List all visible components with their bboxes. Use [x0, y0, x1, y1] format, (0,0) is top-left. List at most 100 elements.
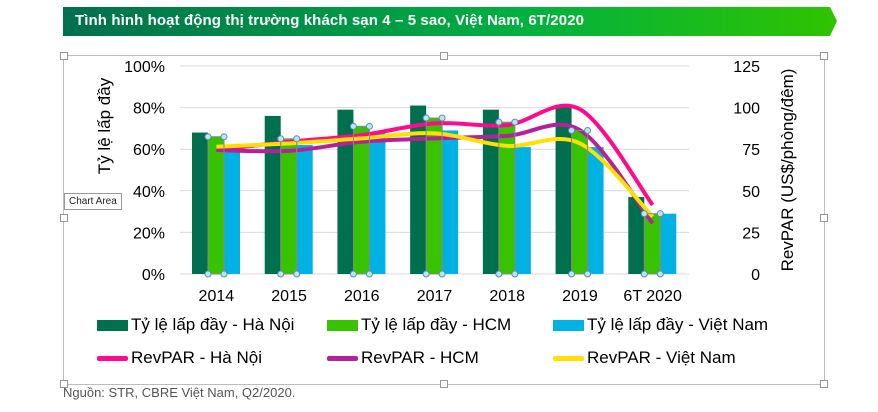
- page-title: Tình hình hoạt động thị trường khách sạn…: [75, 12, 585, 29]
- selection-handle: [204, 133, 212, 141]
- bar: [280, 138, 297, 274]
- legend-label: RevPAR - HCM: [361, 348, 479, 367]
- selection-outline: [425, 117, 443, 275]
- resize-handle[interactable]: [60, 52, 68, 60]
- selection-handle: [656, 210, 664, 218]
- bar: [337, 109, 354, 275]
- selection-outline: [207, 136, 225, 275]
- resize-handle[interactable]: [820, 214, 828, 222]
- selection-handle: [293, 270, 301, 278]
- y-tick-label: 60%: [133, 142, 165, 159]
- resize-handle[interactable]: [60, 380, 68, 388]
- legend-swatch: [327, 319, 358, 331]
- legend-item[interactable]: Tỷ lệ lấp đầy - HCM: [327, 315, 511, 335]
- header-banner: [63, 7, 837, 36]
- selection-outline: [571, 129, 589, 275]
- y2-tick-label: 50: [742, 184, 760, 201]
- selection-handle: [220, 133, 228, 141]
- bar: [442, 130, 459, 274]
- legend-swatch: [327, 355, 358, 361]
- chart-area-tooltip: Chart Area: [64, 193, 122, 210]
- resize-handle[interactable]: [440, 380, 448, 388]
- selection-handle: [495, 118, 503, 126]
- legend-label: RevPAR - Hà Nội: [131, 348, 262, 367]
- bar: [353, 126, 370, 274]
- revpar-line: [216, 122, 655, 225]
- selection-handle: [511, 118, 519, 126]
- selection-handle: [584, 270, 592, 278]
- selection-handle: [349, 270, 357, 278]
- legend-label: RevPAR - Việt Nam: [587, 348, 736, 367]
- legend-item[interactable]: RevPAR - Việt Nam: [553, 348, 736, 368]
- legend-item[interactable]: Tỷ lệ lấp đầy - Hà Nội: [97, 315, 294, 335]
- legend-swatch: [553, 355, 584, 361]
- legend-label: Tỷ lệ lấp đầy - Việt Nam: [587, 315, 769, 334]
- selection-handle: [422, 114, 430, 122]
- y2-tick-label: 75: [742, 142, 760, 159]
- selection-handle: [438, 114, 446, 122]
- selection-handle: [438, 270, 446, 278]
- selection-handle: [568, 270, 576, 278]
- selection-handle: [422, 270, 430, 278]
- x-tick-label: 2016: [344, 288, 380, 305]
- x-tick-label: 2014: [199, 288, 235, 305]
- selection-handle: [365, 122, 373, 130]
- bar: [426, 118, 443, 274]
- revpar-line: [216, 131, 655, 219]
- bar: [296, 145, 313, 274]
- resize-handle[interactable]: [440, 52, 448, 60]
- legend-item[interactable]: Tỷ lệ lấp đầy - Việt Nam: [553, 315, 768, 335]
- selection-outline: [498, 121, 516, 275]
- y2-axis-title: RevPAR (US$/phòng/đêm): [778, 69, 797, 272]
- chart-area-frame[interactable]: [60, 52, 828, 388]
- bar: [644, 213, 661, 274]
- selection-handle: [640, 210, 648, 218]
- bar: [498, 122, 515, 274]
- bar: [369, 132, 386, 274]
- x-tick-label: 6T 2020: [623, 288, 682, 305]
- selection-handle: [511, 270, 519, 278]
- legend-swatch: [97, 355, 128, 361]
- bar: [660, 213, 677, 274]
- selection-outline: [643, 213, 661, 275]
- y-axis-title: Tỷ lệ lấp đầy: [95, 77, 114, 174]
- bar: [555, 105, 572, 275]
- legend-swatch: [97, 319, 128, 331]
- selection-handle: [277, 135, 285, 143]
- y2-tick-label: 125: [733, 59, 760, 76]
- legend-swatch: [553, 319, 584, 331]
- selection-handle: [277, 270, 285, 278]
- selection-outline: [352, 125, 370, 275]
- selection-outline: [280, 138, 298, 275]
- bar: [192, 132, 208, 274]
- y-tick-label: 20%: [133, 225, 165, 242]
- selection-handle: [495, 270, 503, 278]
- x-tick-label: 2015: [271, 288, 307, 305]
- bar: [628, 197, 645, 274]
- resize-handle[interactable]: [820, 52, 828, 60]
- selection-handle: [220, 270, 228, 278]
- y2-tick-label: 25: [742, 225, 760, 242]
- legend-label: Tỷ lệ lấp đầy - Hà Nội: [131, 315, 295, 334]
- bar: [264, 115, 281, 274]
- resize-handle[interactable]: [820, 380, 828, 388]
- bar: [410, 105, 427, 275]
- legend-item[interactable]: RevPAR - Hà Nội: [97, 348, 262, 368]
- y-tick-label: 100%: [124, 59, 165, 76]
- bar: [224, 147, 240, 274]
- legend-item[interactable]: RevPAR - HCM: [327, 348, 479, 368]
- selection-handle: [656, 270, 664, 278]
- y-tick-label: 40%: [133, 184, 165, 201]
- x-tick-label: 2019: [562, 288, 598, 305]
- selection-handle: [640, 270, 648, 278]
- resize-handle[interactable]: [60, 214, 68, 222]
- selection-handle: [204, 270, 212, 278]
- selection-handle: [349, 122, 357, 130]
- bar: [587, 147, 604, 274]
- bar: [571, 130, 588, 274]
- y2-tick-label: 0: [751, 267, 760, 284]
- x-tick-label: 2017: [417, 288, 453, 305]
- selection-handle: [568, 126, 576, 134]
- legend-label: Tỷ lệ lấp đầy - HCM: [361, 315, 512, 334]
